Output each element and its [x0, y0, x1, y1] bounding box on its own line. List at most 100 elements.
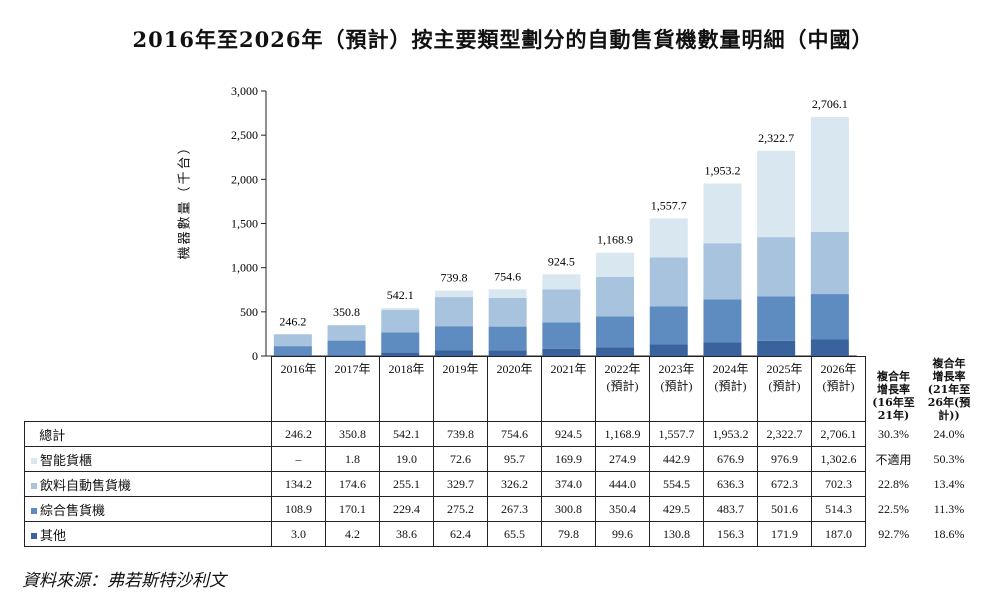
- bar-segment: [810, 116, 849, 233]
- cagr-cell: 50.3%: [933, 451, 965, 466]
- category-label: 2019年: [433, 356, 488, 422]
- bar-segment: [542, 274, 581, 290]
- bar-segment: [273, 334, 312, 347]
- total-data-label: 1,557.7: [651, 198, 687, 212]
- bar-segment: [381, 352, 420, 356]
- table-cell: 702.3: [811, 471, 866, 497]
- table-cell: 229.4: [379, 496, 434, 522]
- category-label: 2020年: [487, 356, 542, 422]
- total-data-label: 2,322.7: [758, 131, 794, 145]
- table-cell: 1,302.6: [811, 446, 866, 472]
- table-cell: 924.5: [541, 421, 596, 447]
- table-cell: 442.9: [649, 446, 704, 472]
- category-label: 2016年: [271, 356, 326, 422]
- category-label: 2024年 (預計): [703, 356, 758, 422]
- table-cell: 350.4: [595, 496, 650, 522]
- bar-segment: [434, 297, 473, 327]
- bar-segment: [703, 342, 742, 356]
- table-cell: 329.7: [433, 471, 488, 497]
- bar-segment: [757, 340, 796, 356]
- total-data-label: 924.5: [548, 254, 575, 268]
- bar-segment: [488, 326, 527, 351]
- table-row: 飲料自動售貨機 134.2 174.6 255.1 329.7 326.2 374.0 444…: [24, 471, 977, 497]
- table-cell: 4.2: [325, 521, 380, 547]
- table-cell: 38.6: [379, 521, 434, 547]
- table-cell: 429.5: [649, 496, 704, 522]
- cagr-cell: 24.0%: [933, 426, 965, 441]
- table-cell: 255.1: [379, 471, 434, 497]
- cagr-cell: 30.3%: [878, 426, 909, 441]
- table-cell: 99.6: [595, 521, 650, 547]
- table-cell: 19.0: [379, 446, 434, 472]
- total-data-label: 350.8: [333, 305, 360, 319]
- legend-swatch: [31, 508, 37, 514]
- bar-segment: [488, 350, 527, 356]
- category-label: 2021年: [541, 356, 596, 422]
- y-tick-label: 2,500: [231, 128, 258, 142]
- bar-segment: [596, 277, 635, 317]
- bar-segment: [488, 297, 527, 327]
- total-data-label: 1,168.9: [597, 233, 633, 247]
- table-cell: 134.2: [271, 471, 326, 497]
- table-cell: 2,706.1: [811, 421, 866, 447]
- bar-segment: [596, 316, 635, 348]
- total-data-label: 1,953.2: [704, 163, 740, 177]
- table-row: 綜合售貨機 108.9 170.1 229.4 275.2 267.3 300.8 350.4…: [24, 496, 977, 522]
- table-row: 智能貨櫃 –1.8 19.0 72.6 95.7 169.9 274.9 442.9 676.9…: [24, 446, 977, 472]
- bar-segment: [810, 232, 849, 295]
- table-cell: 156.3: [703, 521, 758, 547]
- cagr-header: 複合年 增長率 (21年至 26年(預計)): [927, 356, 971, 422]
- bar-segment: [327, 325, 366, 341]
- category-label: 2023年 (預計): [649, 356, 704, 422]
- table-cell: 65.5: [487, 521, 542, 547]
- y-tick-label: 500: [240, 305, 258, 319]
- total-data-label: 2,706.1: [812, 97, 848, 111]
- table-cell: 676.9: [703, 446, 758, 472]
- table-cell: 108.9: [271, 496, 326, 522]
- bar-segment: [434, 326, 473, 351]
- data-table: 2016年 2017年 2018年 2019年 2020年 2021年 2022年 (預計) 2…: [24, 356, 977, 547]
- table-cell: 326.2: [487, 471, 542, 497]
- y-tick-label: 1,500: [231, 217, 258, 231]
- table-cell: 246.2: [271, 421, 326, 447]
- cagr-cell: 13.4%: [933, 476, 965, 491]
- table-cell: 170.1: [325, 496, 380, 522]
- table-cell: 444.0: [595, 471, 650, 497]
- bar-segment: [810, 339, 849, 356]
- legend-row-label: 綜合售貨機: [24, 496, 272, 522]
- total-data-label: 739.8: [440, 271, 467, 285]
- bar-segment: [434, 350, 473, 356]
- table-cell: 275.2: [433, 496, 488, 522]
- legend-row-label: 智能貨櫃: [24, 446, 272, 472]
- cagr-cell: 11.3%: [933, 501, 965, 516]
- category-label: 2017年: [325, 356, 380, 422]
- bar-segment: [488, 289, 527, 298]
- legend-swatch: [31, 483, 37, 489]
- category-label: 2026年 (預計): [811, 356, 866, 422]
- bar-segment: [327, 340, 366, 356]
- table-cell: 3.0: [271, 521, 326, 547]
- table-cell: 171.9: [757, 521, 812, 547]
- table-cell: 374.0: [541, 471, 596, 497]
- table-cell: 501.6: [757, 496, 812, 522]
- bar-segment: [381, 309, 420, 333]
- table-cell: 130.8: [649, 521, 704, 547]
- table-cell: 300.8: [541, 496, 596, 522]
- table-cell: 554.5: [649, 471, 704, 497]
- table-cell: 187.0: [811, 521, 866, 547]
- y-tick-label: 1,000: [231, 261, 258, 275]
- cagr-cell: 92.7%: [878, 526, 910, 541]
- bar-segment: [757, 296, 796, 341]
- cagr-cell: 22.8%: [878, 476, 909, 491]
- legend-row-label: 其他: [24, 521, 272, 547]
- bar-segment: [273, 346, 312, 356]
- table-cell: 274.9: [595, 446, 650, 472]
- table-cell: 267.3: [487, 496, 542, 522]
- cagr-header: 複合年 增長率 (16年至 21年): [872, 369, 915, 422]
- bar-segment: [381, 332, 420, 353]
- bar-segment: [810, 294, 849, 340]
- table-cell: 672.3: [757, 471, 812, 497]
- bar-segment: [434, 290, 473, 298]
- category-label: 2018年: [379, 356, 434, 422]
